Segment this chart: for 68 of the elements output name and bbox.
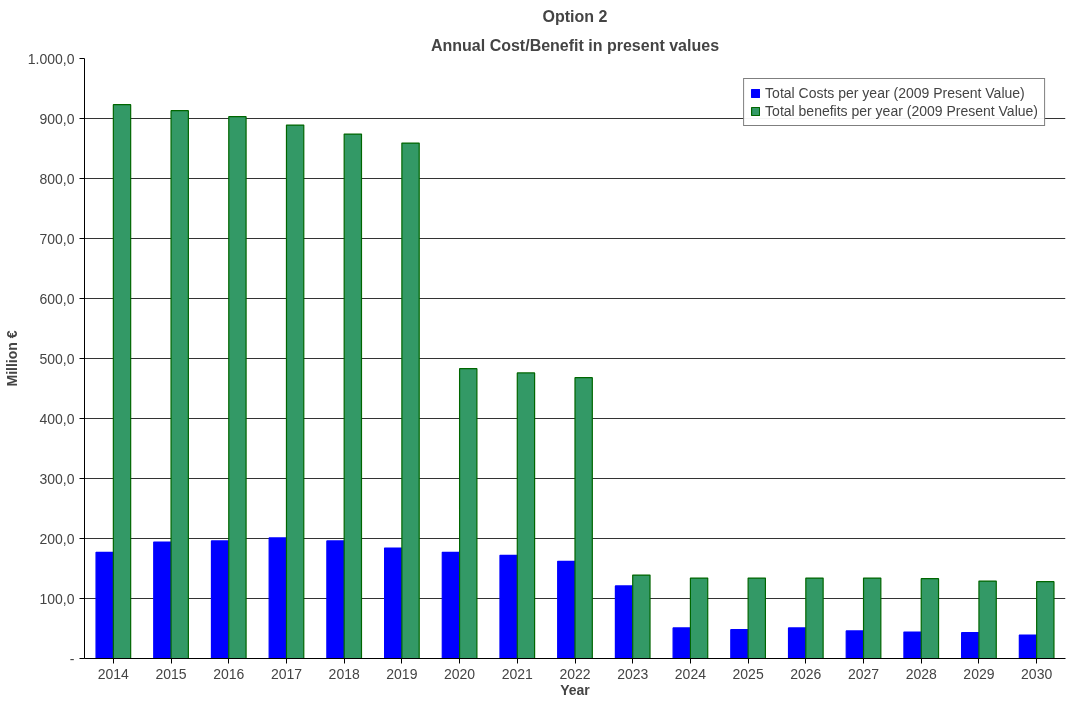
bar	[787, 627, 807, 659]
y-tick-label: 700,0	[39, 230, 75, 247]
bar	[614, 585, 634, 659]
x-tick-label: 2022	[559, 665, 591, 682]
bar	[672, 627, 692, 659]
x-tick-label: 2014	[97, 665, 130, 682]
x-tick-label: 2015	[155, 665, 187, 682]
bar	[862, 577, 882, 659]
y-tick-label: 500,0	[39, 350, 75, 367]
x-axis-title: Year	[560, 681, 591, 698]
bar	[574, 377, 593, 659]
bar	[499, 554, 518, 659]
bar	[343, 133, 363, 659]
y-tick-label: 1.000,0	[27, 50, 75, 67]
bar	[458, 368, 478, 659]
x-tick-label: 2019	[386, 665, 418, 682]
bar	[441, 551, 461, 659]
x-tick-label: 2024	[674, 665, 707, 682]
bar	[210, 540, 230, 659]
x-tick-label: 2021	[501, 665, 534, 682]
x-tick-label: 2018	[328, 665, 360, 682]
chart-title: Option 2	[542, 7, 608, 25]
legend-label: Total benefits per year (2009 Present Value)	[765, 103, 1038, 119]
x-tick-label: 2029	[963, 665, 995, 682]
x-tick-label: 2027	[847, 665, 880, 682]
y-tick-label: 600,0	[39, 290, 75, 307]
bar	[845, 630, 865, 659]
bar	[170, 110, 189, 659]
y-tick-label: 800,0	[39, 170, 75, 187]
bar	[383, 547, 403, 659]
x-tick-label: 2030	[1021, 665, 1053, 682]
x-tick-label: 2023	[617, 665, 649, 682]
bar	[1036, 581, 1055, 659]
x-tick-label: 2017	[270, 665, 303, 682]
y-tick-label: 200,0	[39, 530, 75, 547]
x-tick-label: 2026	[790, 665, 822, 682]
bar	[95, 551, 114, 659]
bar	[978, 580, 997, 659]
bar	[1018, 634, 1038, 659]
bar	[516, 372, 536, 659]
bar	[285, 124, 305, 659]
bar	[326, 540, 345, 659]
y-tick-label: -	[69, 650, 75, 667]
bar	[268, 537, 288, 659]
y-tick-label: 100,0	[39, 590, 75, 607]
bar	[112, 104, 132, 659]
y-tick-label: 300,0	[39, 470, 75, 487]
bar	[920, 578, 940, 659]
x-tick-label: 2016	[213, 665, 245, 682]
y-tick-label: 400,0	[39, 410, 75, 427]
bar	[747, 577, 767, 659]
bar	[632, 574, 651, 659]
chart-subtitle: Annual Cost/Benefit in present values	[430, 36, 720, 54]
bar	[730, 629, 749, 659]
bar	[557, 560, 576, 659]
bar	[689, 577, 709, 659]
y-tick-label: 900,0	[39, 110, 75, 127]
legend-label: Total Costs per year (2009 Present Value)	[765, 85, 1025, 101]
x-tick-label: 2020	[444, 665, 476, 682]
bar	[805, 577, 824, 659]
x-tick-label: 2028	[905, 665, 938, 682]
bar	[153, 541, 172, 659]
y-axis-title: Million €	[3, 330, 20, 387]
bar	[401, 142, 420, 659]
bar	[961, 632, 980, 659]
bar	[228, 116, 247, 659]
bar	[903, 631, 922, 659]
x-tick-label: 2025	[732, 665, 764, 682]
